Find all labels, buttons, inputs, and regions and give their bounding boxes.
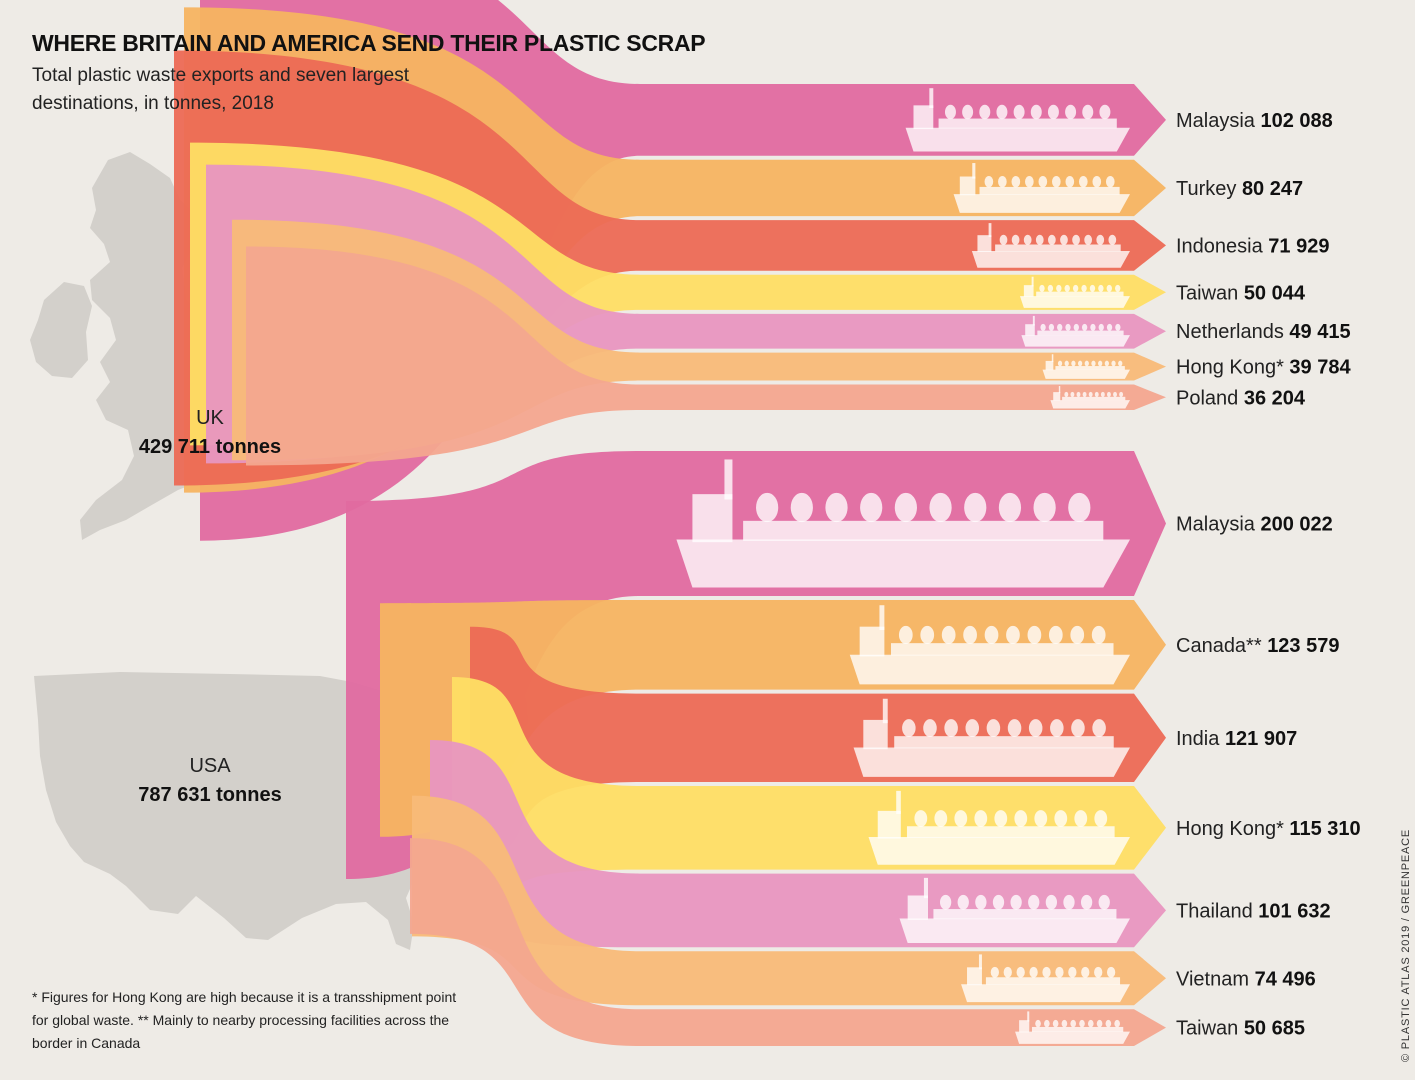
label-uk-hong-kong: Hong Kong* 39 784 [1176,357,1351,379]
ship-icon-uk-turkey [953,163,1130,213]
destination-value: 39 784 [1289,357,1351,379]
ship-icon-uk-taiwan [1019,276,1130,308]
ship-icon-usa-thailand [899,877,1130,943]
destination-value: 123 579 [1267,635,1339,657]
label-usa-canada: Canada** 123 579 [1176,635,1339,657]
destination-country: Hong Kong* [1176,818,1289,840]
flow-usa-india [470,626,1166,858]
destination-value: 74 496 [1255,968,1316,990]
destination-country: Malaysia [1176,110,1260,132]
destination-value: 50 044 [1244,282,1306,304]
destination-value: 80 247 [1242,178,1303,200]
destination-value: 36 204 [1244,387,1306,409]
ship-icon-uk-indonesia [971,223,1130,268]
footnote: * Figures for Hong Kong are high because… [32,989,457,1051]
source-total-usa: 787 631 tonnes [138,784,281,806]
ship-icon-uk-poland [1050,386,1130,409]
destination-country: Indonesia [1176,235,1268,257]
label-usa-malaysia: Malaysia 200 022 [1176,514,1333,536]
destination-country: Netherlands [1176,321,1289,343]
destination-country: Malaysia [1176,514,1260,536]
ship-icon-usa-canada [849,605,1130,685]
flow-usa-vietnam [412,795,1166,1006]
credit-line: © PLASTIC ATLAS 2019 / GREENPEACE [1400,829,1412,1062]
destination-country: Canada** [1176,635,1267,657]
label-uk-poland: Poland 36 204 [1176,387,1306,409]
ship-icon-usa-taiwan [1015,1011,1130,1044]
flow-uk-poland [246,246,1166,466]
source-name-uk: UK [196,407,224,429]
ship-icon-uk-malaysia [905,88,1130,152]
destination-country: Poland [1176,387,1244,409]
label-uk-indonesia: Indonesia 71 929 [1176,235,1329,257]
source-total-uk: 429 711 tonnes [139,436,281,458]
destination-country: Vietnam [1176,968,1255,990]
destination-country: Taiwan [1176,282,1244,304]
ireland-map-shape [30,282,92,378]
destination-value: 71 929 [1268,235,1329,257]
destination-country: Hong Kong* [1176,357,1289,379]
ship-icon-usa-vietnam [961,954,1130,1003]
label-uk-malaysia: Malaysia 102 088 [1176,110,1333,132]
ship-icon-usa-malaysia [676,459,1130,588]
destination-value: 121 907 [1225,728,1297,750]
label-usa-vietnam: Vietnam 74 496 [1176,968,1316,990]
ship-icon-usa-india [853,698,1130,777]
ship-icon-uk-hong-kong [1042,354,1130,379]
destination-value: 102 088 [1260,110,1332,132]
label-usa-taiwan: Taiwan 50 685 [1176,1018,1305,1040]
label-uk-taiwan: Taiwan 50 044 [1176,282,1306,304]
source-name-usa: USA [189,755,231,777]
label-usa-thailand: Thailand 101 632 [1176,900,1331,922]
destination-value: 101 632 [1258,900,1330,922]
destination-value: 50 685 [1244,1018,1305,1040]
destination-value: 200 022 [1260,514,1332,536]
label-uk-netherlands: Netherlands 49 415 [1176,321,1351,343]
chart-subtitle: Total plastic waste exports and seven la… [32,65,410,114]
destination-value: 115 310 [1289,818,1360,840]
label-usa-india: India 121 907 [1176,728,1297,750]
chart-title: WHERE BRITAIN AND AMERICA SEND THEIR PLA… [32,30,706,56]
destination-value: 49 415 [1289,321,1350,343]
destination-country: India [1176,728,1225,750]
label-uk-turkey: Turkey 80 247 [1176,178,1303,200]
label-usa-hong-kong: Hong Kong* 115 310 [1176,818,1361,840]
ship-icon-uk-netherlands [1021,315,1130,347]
destination-country: Turkey [1176,178,1242,200]
destination-country: Thailand [1176,900,1258,922]
ship-icon-usa-hong-kong [868,790,1130,865]
destination-country: Taiwan [1176,1018,1244,1040]
